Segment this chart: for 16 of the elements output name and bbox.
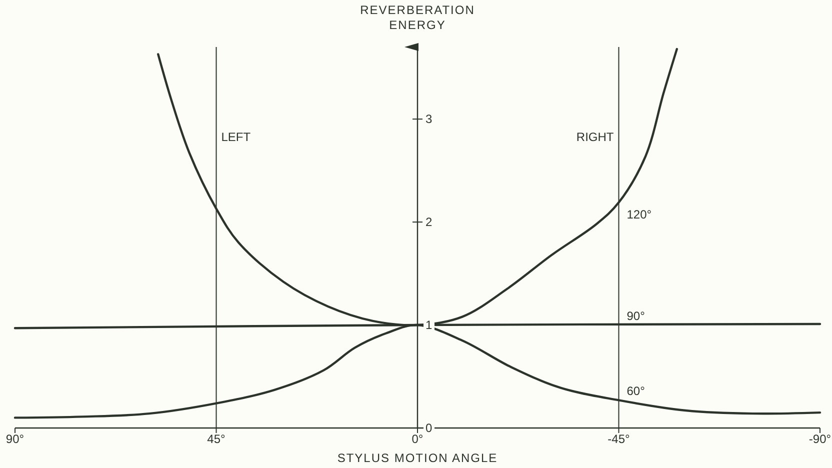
y-axis-title: REVERBERATION ENERGY [360,3,475,32]
series-label: 120° [626,207,652,222]
x-tick-label: 90° [6,432,24,446]
y-tick-label: 3 [426,112,432,126]
x-tick-label: 0° [412,432,424,446]
x-axis-title: STYLUS MOTION ANGLE [337,451,498,465]
series-label: 60° [626,384,646,398]
y-tick-label: 1 [426,318,432,332]
x-tick-label: 45° [207,432,226,446]
ref-line-label: LEFT [221,130,252,144]
series-label: 90° [626,309,646,324]
y-tick-label: 0 [426,421,432,435]
x-tick-label: -90° [808,432,832,446]
y-tick-label: 2 [426,215,432,230]
x-tick-label: -45° [608,432,630,446]
ref-line-label: RIGHT [576,130,614,144]
